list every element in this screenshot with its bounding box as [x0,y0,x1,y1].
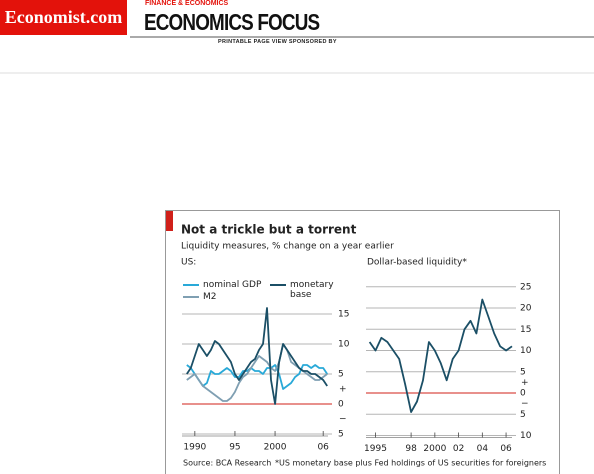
y-tick-label: 0 [520,389,526,399]
y-tick-label: 10 [520,431,532,441]
y-tick-label: 25 [520,282,531,292]
series-line [186,307,328,405]
sign-label: − [521,399,529,409]
x-tick-label: 95 [229,443,240,453]
sponsor-note: PRINTABLE PAGE VIEW SPONSORED BY [218,39,337,45]
series-line [186,364,328,390]
section-label: FINANCE & ECONOMICS [145,0,229,7]
sign-label: − [339,415,347,425]
chart-subtitle: Liquidity measures, % change on a year e… [181,242,394,252]
red-tab [166,211,173,231]
footnote: *US monetary base plus Fed holdings of U… [275,459,546,468]
legend-label: monetary base [290,280,334,300]
legend-item: nominal GDP [183,280,261,290]
x-tick-label: 06 [500,444,512,454]
y-tick-label: 5 [338,370,344,380]
y-tick-label: 15 [520,325,531,335]
header-title: ECONOMICS FOCUS [144,9,320,35]
x-tick-label: 2000 [264,443,287,453]
legend-label: M2 [203,292,217,302]
x-tick-label: 04 [477,444,489,454]
legend-swatch [183,284,199,286]
source: Source: BCA Research [183,459,271,468]
sign-label: + [339,385,347,395]
y-tick-label: 20 [520,304,532,314]
series-line [368,298,513,413]
y-tick-label: 5 [338,430,344,440]
panel-title: Dollar-based liquidity* [367,258,467,268]
x-tick-label: 1995 [364,444,387,454]
panel-title: US: [181,258,196,268]
x-tick-label: 1990 [183,443,206,453]
y-tick-label: 5 [520,410,526,420]
y-tick-label: 10 [520,346,532,356]
legend-item: monetary base [270,280,342,300]
chart-frame [165,210,560,474]
y-tick-label: 0 [338,400,344,410]
legend-swatch [270,284,286,286]
y-tick-label: 5 [520,367,526,377]
chart-title: Not a trickle but a torrent [181,223,357,237]
x-tick-label: 2000 [423,444,446,454]
y-tick-label: 10 [338,340,350,350]
y-tick-label: 15 [338,310,349,320]
x-tick-label: 02 [453,444,464,454]
sign-label: + [521,378,529,388]
legend-swatch [183,296,199,298]
legend-item: M2 [183,292,217,302]
logo[interactable]: Economist.com [0,0,127,35]
legend-label: nominal GDP [203,280,262,290]
x-tick-label: 98 [405,444,417,454]
x-tick-label: 06 [317,443,329,453]
